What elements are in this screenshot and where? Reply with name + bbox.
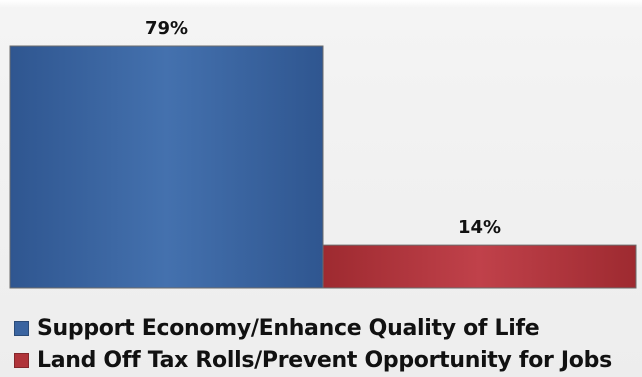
- legend-swatch-red: [14, 352, 29, 368]
- legend-item-support-economy: Support Economy/Enhance Quality of Life: [14, 312, 639, 344]
- data-label-land-off-tax-rolls: 14%: [458, 217, 501, 238]
- legend-label: Land Off Tax Rolls/Prevent Opportunity f…: [37, 347, 612, 373]
- plot-area: 79% 14%: [9, 18, 637, 289]
- bar-support-economy: [9, 45, 324, 289]
- bar-land-off-tax-rolls: [322, 244, 637, 289]
- legend-swatch-blue: [14, 320, 29, 336]
- legend-item-land-off-tax-rolls: Land Off Tax Rolls/Prevent Opportunity f…: [14, 344, 639, 376]
- legend: Support Economy/Enhance Quality of Life …: [14, 312, 639, 376]
- legend-label: Support Economy/Enhance Quality of Life: [37, 315, 540, 341]
- data-label-support-economy: 79%: [145, 18, 188, 39]
